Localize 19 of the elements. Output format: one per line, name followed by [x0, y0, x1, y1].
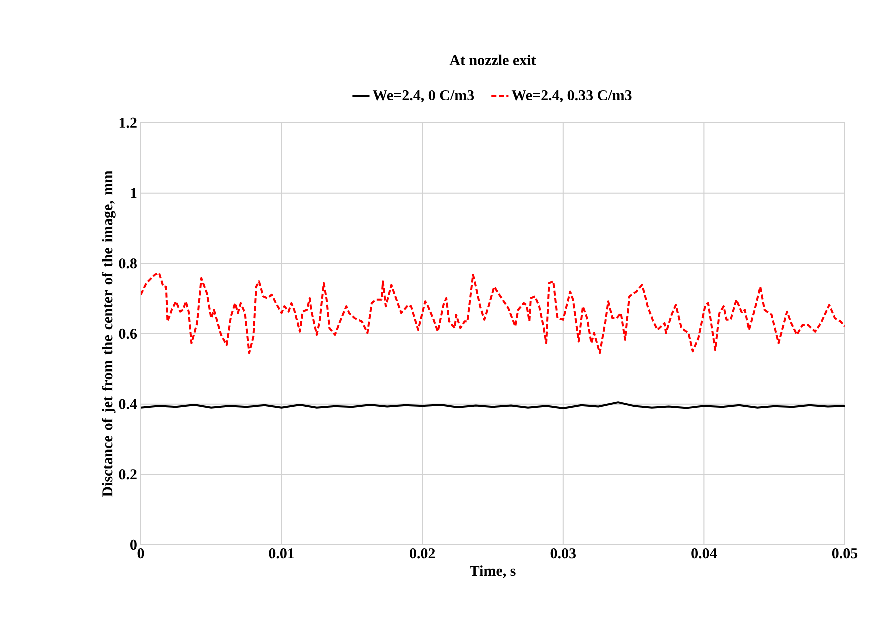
y-axis-title: Disctance of jet from the center of the image, mm: [102, 170, 116, 498]
y-tick-label: 0.6: [119, 328, 138, 340]
y-tick-label: 0.8: [119, 258, 137, 269]
x-tick-label: 0.01: [269, 548, 294, 559]
y-tick-label: 1: [131, 188, 137, 198]
x-axis-title: Time, s: [470, 566, 516, 578]
x-tick-label: 0.04: [692, 548, 718, 559]
x-tick-label: 0: [138, 548, 144, 559]
y-tick-label: 0.4: [119, 399, 138, 410]
y-tick-label: 0.2: [119, 470, 137, 480]
x-tick-label: 0.02: [410, 548, 436, 559]
x-tick-label: 0.03: [550, 548, 576, 559]
line-series: [141, 272, 845, 354]
y-tick-label: 1.2: [120, 118, 137, 128]
x-tick-label: 0.05: [832, 548, 858, 559]
legend-label: We=2.4, 0 C/m3: [372, 90, 474, 103]
legend-label: We=2.4, 0.33 C/m3: [512, 90, 632, 103]
chart-title: At nozzle exit: [450, 54, 536, 66]
y-tick-label: 0: [130, 540, 137, 550]
